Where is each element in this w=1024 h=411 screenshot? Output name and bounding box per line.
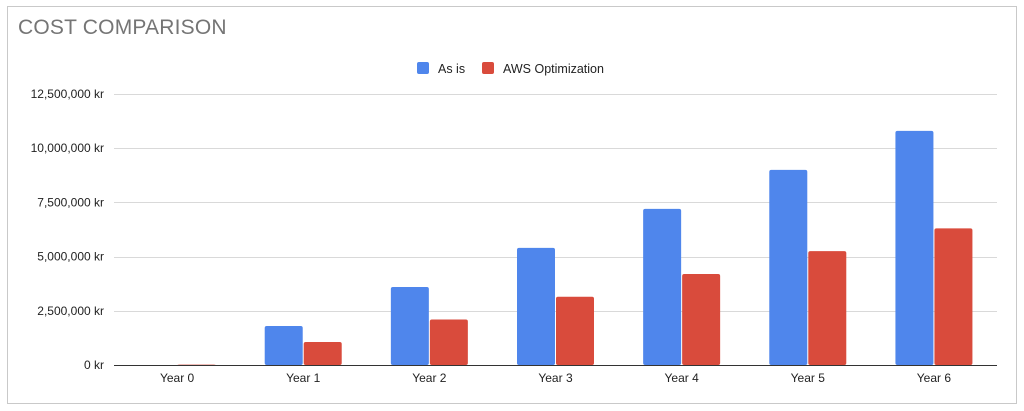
bar-as-is-year-5 <box>769 169 808 365</box>
bar-aws-optimization-year-5 <box>808 251 847 365</box>
bar-aws-optimization-year-2 <box>429 319 468 365</box>
legend: As is AWS Optimization <box>417 62 604 76</box>
legend-swatch-as-is <box>417 62 429 74</box>
y-tick-label: 12,500,000 kr <box>31 87 104 101</box>
x-tick-label: Year 3 <box>538 371 573 385</box>
y-axis-tick-labels: 0 kr 2,500,000 kr 5,000,000 kr 7,500,000 kr… <box>31 87 104 372</box>
y-tick-label: 2,500,000 kr <box>37 304 104 318</box>
legend-label-as-is: As is <box>438 62 465 76</box>
bar-as-is-year-4 <box>643 208 682 365</box>
y-tick-label: 5,000,000 kr <box>37 250 104 264</box>
bar-as-is-year-1 <box>264 325 303 365</box>
x-tick-label: Year 6 <box>917 371 952 385</box>
x-tick-label: Year 0 <box>160 371 195 385</box>
legend-swatch-aws-optimization <box>482 62 494 74</box>
bar-aws-optimization-year-4 <box>682 273 721 365</box>
x-tick-label: Year 2 <box>412 371 447 385</box>
chart-title: COST COMPARISON <box>18 16 227 39</box>
bars <box>177 130 973 365</box>
chart-container <box>7 6 1017 404</box>
bar-as-is-year-2 <box>390 286 429 365</box>
y-tick-label: 0 kr <box>84 358 104 372</box>
legend-label-aws-optimization: AWS Optimization <box>503 62 604 76</box>
x-tick-label: Year 1 <box>286 371 321 385</box>
y-tick-label: 7,500,000 kr <box>37 195 104 209</box>
y-tick-label: 10,000,000 kr <box>31 141 104 155</box>
bar-aws-optimization-year-1 <box>303 342 342 365</box>
bar-as-is-year-6 <box>895 130 934 365</box>
bar-aws-optimization-year-6 <box>934 228 973 365</box>
x-tick-label: Year 4 <box>665 371 700 385</box>
gridlines <box>114 94 997 366</box>
x-axis-tick-labels: Year 0 Year 1 Year 2 Year 3 Year 4 Year 5 Year… <box>160 371 951 385</box>
bar-as-is-year-3 <box>517 247 555 365</box>
x-tick-label: Year 5 <box>791 371 826 385</box>
bar-aws-optimization-year-3 <box>556 296 594 365</box>
